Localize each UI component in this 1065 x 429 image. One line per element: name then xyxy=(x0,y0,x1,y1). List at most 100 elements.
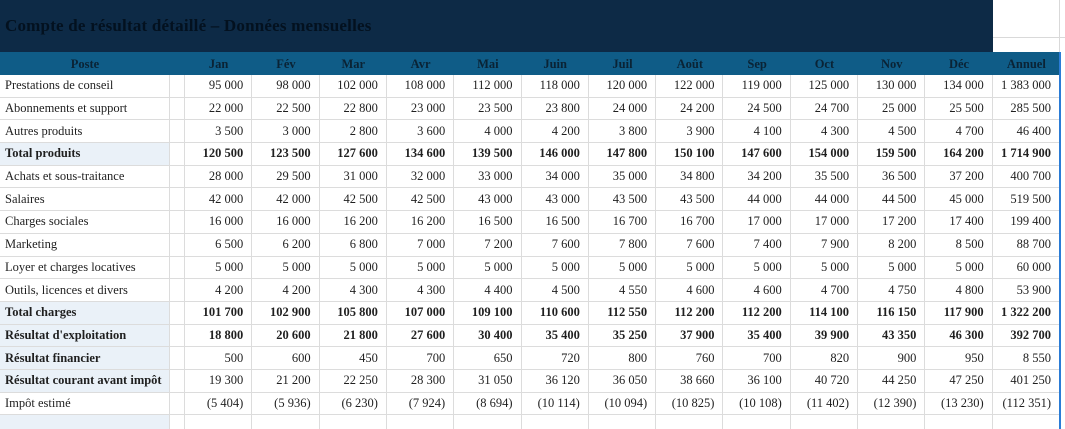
row-label-cell[interactable]: Total produits xyxy=(0,143,170,166)
value-cell[interactable]: 8 550 xyxy=(992,347,1060,370)
value-cell[interactable]: 7 200 xyxy=(454,233,522,257)
value-cell[interactable]: 24 700 xyxy=(790,97,859,121)
value-cell[interactable]: 23 800 xyxy=(521,97,589,121)
value-cell[interactable]: 5 000 xyxy=(252,256,320,280)
row-label-cell[interactable]: Achats et sous-traitance xyxy=(0,165,170,189)
value-cell[interactable]: 1 383 000 xyxy=(992,75,1060,98)
value-cell[interactable] xyxy=(858,415,926,429)
value-cell[interactable]: 16 000 xyxy=(185,211,253,234)
value-cell[interactable]: 4 000 xyxy=(454,120,522,144)
value-cell[interactable]: 134 600 xyxy=(386,143,455,166)
value-cell[interactable]: 199 400 xyxy=(992,211,1060,234)
spacer-cell[interactable] xyxy=(170,188,185,212)
value-cell[interactable]: 35 500 xyxy=(790,165,859,189)
value-cell[interactable]: 35 400 xyxy=(723,324,791,348)
value-cell[interactable]: 760 xyxy=(656,347,724,370)
value-cell[interactable]: 118 000 xyxy=(521,75,589,98)
value-cell[interactable]: 5 000 xyxy=(656,256,724,280)
value-cell[interactable]: 4 750 xyxy=(858,279,926,302)
value-cell[interactable]: 950 xyxy=(925,347,993,370)
column-header-mar[interactable]: Mar xyxy=(341,57,366,71)
value-cell[interactable]: 112 200 xyxy=(656,301,724,325)
value-cell[interactable]: 5 000 xyxy=(723,256,791,280)
value-cell[interactable]: 16 500 xyxy=(454,211,522,234)
value-cell[interactable]: 43 000 xyxy=(454,188,522,212)
value-cell[interactable]: 25 500 xyxy=(925,97,993,121)
value-cell[interactable]: 31 000 xyxy=(319,165,387,189)
value-cell[interactable]: 4 300 xyxy=(319,279,387,302)
value-cell[interactable]: 146 000 xyxy=(521,143,589,166)
row-label-cell[interactable]: Résultat financier xyxy=(0,347,170,370)
value-cell[interactable]: 123 500 xyxy=(252,143,320,166)
value-cell[interactable]: 44 000 xyxy=(723,188,791,212)
value-cell[interactable]: (5 936) xyxy=(252,392,320,416)
value-cell[interactable]: 53 900 xyxy=(992,279,1060,302)
value-cell[interactable]: 22 500 xyxy=(252,97,320,121)
value-cell[interactable]: 4 500 xyxy=(858,120,926,144)
spacer-cell[interactable] xyxy=(170,415,185,429)
value-cell[interactable]: 120 000 xyxy=(588,75,657,98)
value-cell[interactable]: 42 000 xyxy=(252,188,320,212)
value-cell[interactable]: 23 000 xyxy=(386,97,455,121)
value-cell[interactable]: (10 094) xyxy=(588,392,657,416)
value-cell[interactable]: 147 600 xyxy=(723,143,791,166)
spacer-cell[interactable] xyxy=(170,165,185,189)
value-cell[interactable]: 4 700 xyxy=(925,120,993,144)
value-cell[interactable]: (7 924) xyxy=(386,392,455,416)
value-cell[interactable]: 4 200 xyxy=(521,120,589,144)
row-label-cell[interactable]: Abonnements et support xyxy=(0,97,170,121)
value-cell[interactable]: 28 000 xyxy=(185,165,253,189)
value-cell[interactable]: 3 900 xyxy=(656,120,724,144)
value-cell[interactable]: 7 900 xyxy=(790,233,859,257)
column-header-mai[interactable]: Mai xyxy=(477,57,499,71)
value-cell[interactable]: (10 825) xyxy=(656,392,724,416)
row-label-cell[interactable]: Autres produits xyxy=(0,120,170,144)
value-cell[interactable]: 6 200 xyxy=(252,233,320,257)
value-cell[interactable]: 35 400 xyxy=(521,324,589,348)
value-cell[interactable]: 42 500 xyxy=(386,188,455,212)
value-cell[interactable] xyxy=(791,415,859,429)
value-cell[interactable]: 4 700 xyxy=(790,279,859,302)
value-cell[interactable] xyxy=(723,415,791,429)
value-cell[interactable]: 7 400 xyxy=(723,233,791,257)
value-cell[interactable]: 24 500 xyxy=(723,97,791,121)
value-cell[interactable]: (10 108) xyxy=(723,392,791,416)
value-cell[interactable]: 112 000 xyxy=(454,75,522,98)
value-cell[interactable]: 4 400 xyxy=(454,279,522,302)
value-cell[interactable] xyxy=(320,415,387,429)
value-cell[interactable]: 32 000 xyxy=(386,165,455,189)
value-cell[interactable]: 18 800 xyxy=(185,324,253,348)
value-cell[interactable]: 16 700 xyxy=(588,211,657,234)
value-cell[interactable]: 3 600 xyxy=(386,120,455,144)
value-cell[interactable]: 16 500 xyxy=(521,211,589,234)
value-cell[interactable]: 450 xyxy=(319,347,387,370)
value-cell[interactable]: 800 xyxy=(588,347,657,370)
value-cell[interactable]: 650 xyxy=(454,347,522,370)
value-cell[interactable]: 720 xyxy=(521,347,589,370)
value-cell[interactable]: 600 xyxy=(252,347,320,370)
value-cell[interactable]: 23 500 xyxy=(454,97,522,121)
value-cell[interactable]: 119 000 xyxy=(723,75,791,98)
value-cell[interactable] xyxy=(656,415,724,429)
value-cell[interactable]: 5 000 xyxy=(925,256,993,280)
value-cell[interactable]: 20 600 xyxy=(252,324,320,348)
value-cell[interactable] xyxy=(925,415,993,429)
column-header-jan[interactable]: Jan xyxy=(208,57,229,71)
value-cell[interactable]: 16 000 xyxy=(252,211,320,234)
value-cell[interactable]: 102 000 xyxy=(319,75,387,98)
value-cell[interactable]: 27 600 xyxy=(386,324,455,348)
value-cell[interactable]: 400 700 xyxy=(992,165,1060,189)
value-cell[interactable]: 5 000 xyxy=(790,256,859,280)
value-cell[interactable]: 42 500 xyxy=(319,188,387,212)
value-cell[interactable]: 29 500 xyxy=(252,165,320,189)
column-header-annuel[interactable]: Annuel xyxy=(1006,57,1046,71)
value-cell[interactable]: 500 xyxy=(185,347,253,370)
value-cell[interactable]: 105 800 xyxy=(319,301,387,325)
value-cell[interactable]: 39 900 xyxy=(790,324,859,348)
value-cell[interactable]: 21 800 xyxy=(319,324,387,348)
value-cell[interactable]: 134 000 xyxy=(925,75,993,98)
value-cell[interactable]: 34 000 xyxy=(521,165,589,189)
value-cell[interactable]: 5 000 xyxy=(454,256,522,280)
row-label-cell[interactable]: Loyer et charges locatives xyxy=(0,256,170,280)
value-cell[interactable]: 102 900 xyxy=(252,301,320,325)
